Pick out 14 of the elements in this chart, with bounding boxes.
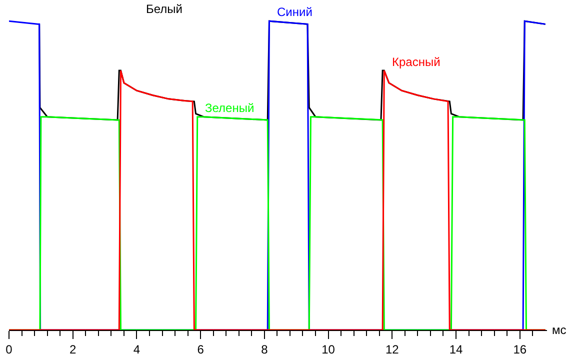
x-tick-label: 8 bbox=[261, 342, 268, 356]
x-tick-label: 14 bbox=[449, 342, 463, 356]
text: Белый bbox=[146, 2, 182, 16]
x-tick-label: 16 bbox=[513, 342, 527, 356]
x-tick-label: 12 bbox=[385, 342, 400, 356]
series-label: Зеленый bbox=[205, 101, 254, 115]
x-tick-label: 4 bbox=[133, 342, 140, 356]
x-tick-label: 10 bbox=[322, 342, 336, 356]
x-axis-title: мс bbox=[552, 323, 566, 337]
x-tick-label: 2 bbox=[70, 342, 77, 356]
x-tick-label: 0 bbox=[6, 342, 13, 356]
series-label: Красный bbox=[392, 55, 440, 69]
series-label: Синий bbox=[277, 5, 312, 19]
x-tick-label: 6 bbox=[197, 342, 204, 356]
